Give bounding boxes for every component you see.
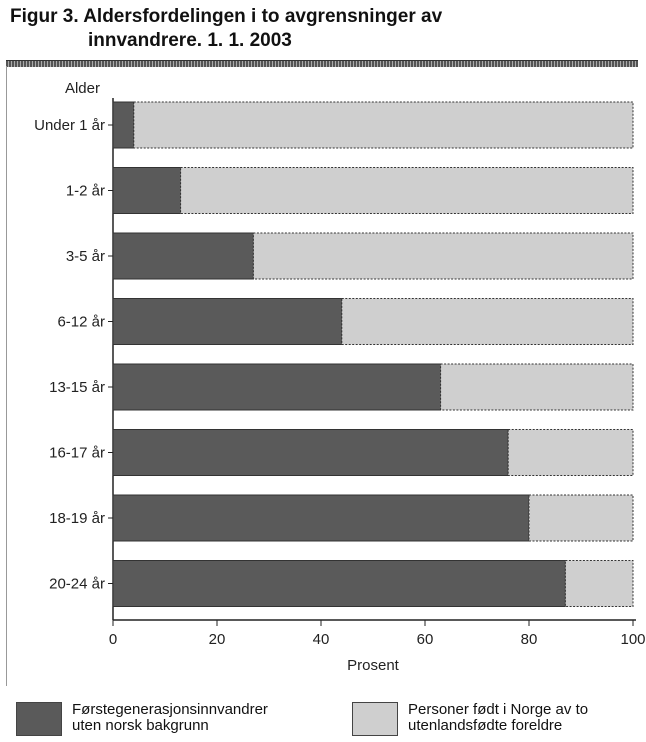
bar-first-generation-7 [112,560,566,607]
category-label-6: 18-19 år [49,510,105,527]
bar-first-generation-5 [112,429,509,476]
category-label-4: 13-15 år [49,379,105,396]
bar-first-generation-1 [112,167,182,214]
legend-swatch-norway-born [352,702,398,736]
bar-norway-born-1 [180,167,634,214]
x-axis-title: Prosent [347,657,400,674]
bar-norway-born-5 [507,429,634,476]
legend-item-norway-born: Personer født i Norge av to utenlandsfød… [352,700,642,740]
x-tick-label-1: 20 [209,631,226,648]
title-divider [6,60,638,67]
legend-label-first-generation-line1: Førstegenerasjonsinnvandrer [72,701,268,718]
category-label-3: 6-12 år [57,314,105,331]
legend-label-norway-born-line1: Personer født i Norge av to [408,701,589,718]
x-tick-label-5: 100 [620,631,645,648]
bar-norway-born-3 [341,298,634,345]
bar-norway-born-4 [440,363,634,411]
category-label-1: 1-2 år [66,183,105,200]
bar-norway-born-6 [528,494,634,542]
legend-label-norway-born-line2: utenlandsfødte foreldre [408,717,563,734]
x-tick-label-4: 80 [521,631,538,648]
category-label-7: 20-24 år [49,576,105,593]
title-line-1: Figur 3. Aldersfordelingen i to avgrensn… [10,6,443,27]
bar-first-generation-0 [112,101,135,149]
legend-label-first-generation: Førstegenerasjonsinnvandrer uten norsk b… [72,702,268,734]
category-label-2: 3-5 år [66,248,105,265]
bar-first-generation-2 [112,232,254,280]
bar-norway-born-2 [252,232,634,280]
bar-norway-born-0 [133,101,634,149]
bar-first-generation-4 [112,363,442,411]
x-tick-label-2: 40 [313,631,330,648]
legend-label-first-generation-line2: uten norsk bakgrunn [72,717,209,734]
bar-first-generation-3 [112,298,343,345]
legend-label-norway-born: Personer født i Norge av to utenlandsfød… [408,702,588,734]
legend-swatch-first-generation [16,702,62,736]
legend-item-first-generation: Førstegenerasjonsinnvandrer uten norsk b… [16,700,316,740]
y-axis-title: Alder [65,80,100,97]
x-tick-label-0: 0 [109,631,117,648]
title-line-2: innvandrere. 1. 1. 2003 [88,30,292,51]
bar-first-generation-6 [112,494,530,542]
stacked-bar-chart: Alder Under 1 år 1-2 år 3-5 år 6-12 år 13-15 … [34,80,645,674]
category-label-5: 16-17 år [49,445,105,462]
frame-left-border [6,66,7,686]
x-tick-label-3: 60 [417,631,434,648]
bar-norway-born-7 [564,560,634,607]
category-label-0: Under 1 år [34,117,105,134]
